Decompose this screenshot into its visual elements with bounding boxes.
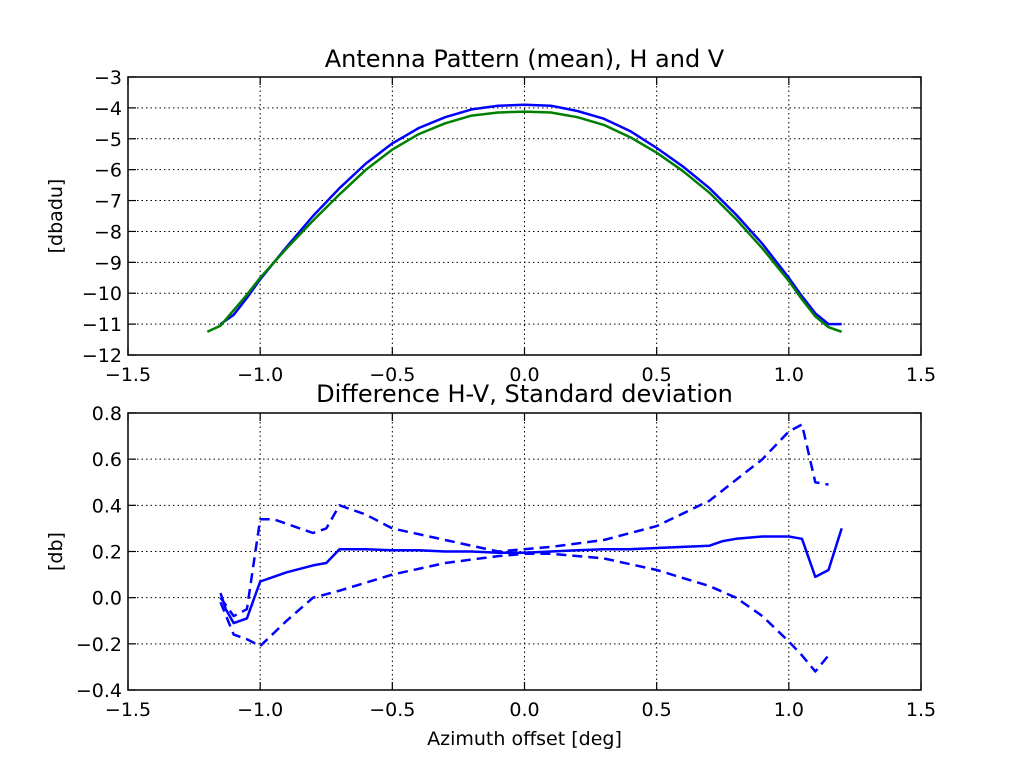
x-tick-label: 1.5 [906, 699, 936, 721]
chart-1: −1.5 −1.0 −0.5 0.0 0.5 1.0 1.5 −12 −11 −10 −9 −8 −7 −… [45, 45, 936, 386]
y-tick-label: 0.8 [92, 403, 122, 425]
x-tick-label: −0.5 [369, 364, 415, 386]
x-tick-label: 1.5 [906, 364, 936, 386]
x-tick-label: −1.5 [105, 364, 151, 386]
series-line-3 [219, 552, 830, 673]
y-tick-label: −4 [94, 98, 122, 120]
chart-2: −1.5 −1.0 −0.5 0.0 0.5 1.0 1.5 −0.4 −0.2 0.0 0.2 0.… [45, 380, 936, 750]
y-tick-label: −12 [82, 345, 122, 367]
x-tick-label: −1.5 [105, 699, 151, 721]
x-tick-label: 0.0 [509, 699, 539, 721]
y-tick-label: −7 [94, 191, 122, 213]
y-tick-label: −10 [82, 283, 122, 305]
x-tick-label: 1.0 [774, 364, 804, 386]
series-line-1 [219, 103, 842, 326]
x-tick-label: −1.0 [237, 699, 283, 721]
x-tick-label: 0.0 [509, 364, 539, 386]
y-tick-label: 0.6 [92, 449, 122, 471]
y-tick-label: −9 [94, 252, 122, 274]
x-tick-label: −1.0 [237, 364, 283, 386]
y-tick-label: −0.4 [76, 680, 122, 702]
x-tick-label: −0.5 [369, 699, 415, 721]
x-tick-label: 0.5 [642, 699, 672, 721]
series-line-1 [219, 528, 843, 625]
y-tick-label: −0.2 [76, 634, 122, 656]
y-tick-label: 0.4 [92, 495, 122, 517]
series-line-2 [206, 110, 843, 333]
x-tick-label: 0.5 [642, 364, 672, 386]
y-tick-label: −8 [94, 221, 122, 243]
x-tick-label: 1.0 [774, 699, 804, 721]
y-tick-label: −3 [94, 67, 122, 89]
y-tick-label: 0.2 [92, 542, 122, 564]
chart-title: Antenna Pattern (mean), H and V [325, 45, 725, 73]
x-axis-label: Azimuth offset [deg] [427, 728, 622, 750]
y-tick-label: 0.0 [92, 588, 122, 610]
y-axis-label: [db] [45, 532, 67, 571]
y-tick-label: −6 [94, 160, 122, 182]
series-line-2 [219, 423, 829, 618]
y-tick-label: −5 [94, 129, 122, 151]
y-tick-label: −11 [82, 314, 122, 336]
chart-title: Difference H-V, Standard deviation [316, 380, 733, 408]
y-axis-label: [dbadu] [45, 179, 67, 254]
